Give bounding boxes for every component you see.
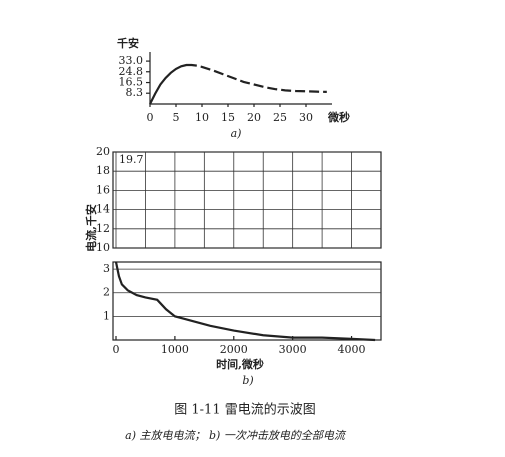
y-tick-label: 2	[103, 286, 110, 299]
x-tick-label: 3000	[279, 343, 307, 356]
x-axis-title: 微秒	[327, 110, 350, 124]
x-tick-label: 1000	[161, 343, 189, 356]
y-tick-label: 12	[96, 222, 110, 235]
line	[149, 63, 327, 105]
y-tick-label: 14	[96, 203, 110, 216]
x-tick-label: 0	[147, 111, 154, 124]
x-tick-label: 2000	[220, 343, 248, 356]
x-tick-label: 15	[221, 111, 235, 124]
y-tick-label: 20	[96, 145, 110, 158]
annotation: 19.7	[119, 153, 144, 166]
y-tick-label: 10	[96, 241, 110, 254]
caption: b)	[242, 374, 253, 387]
x-tick-label: 25	[273, 111, 287, 124]
y-axis-title: 千安	[117, 36, 139, 50]
y-tick-label: 3	[103, 262, 110, 275]
x-tick-label: 30	[299, 111, 313, 124]
line	[114, 261, 376, 342]
y-tick-label: 16.5	[119, 76, 144, 89]
y-tick-label: 24.8	[119, 65, 144, 78]
y-tick-label: 1	[103, 309, 110, 322]
x-tick-label: 5	[173, 111, 180, 124]
y-tick-label: 18	[96, 164, 110, 177]
axis	[149, 52, 332, 105]
y-tick-label: 16	[96, 183, 110, 196]
y-axis-title: 电流,千安	[84, 204, 98, 252]
x-tick-label: 20	[247, 111, 261, 124]
figure-title: 图 1-11 雷电流的示波图	[174, 402, 315, 418]
panel-frame	[112, 151, 382, 249]
x-tick-label: 4000	[338, 343, 366, 356]
x-axis-title: 时间,微秒	[216, 357, 264, 371]
y-tick-label: 33.0	[119, 54, 144, 67]
x-tick-label: 10	[195, 111, 209, 124]
panel-frame	[112, 261, 382, 341]
figure-subtitle: a) 主放电电流； b) 一次冲击放电的全部电流	[125, 429, 347, 442]
x-tick-label: 0	[113, 343, 120, 356]
y-tick-label: 8.3	[126, 86, 144, 99]
caption: a)	[231, 127, 242, 140]
